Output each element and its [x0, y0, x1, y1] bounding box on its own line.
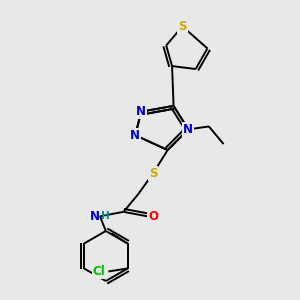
- Text: N: N: [136, 105, 146, 118]
- Text: S: S: [149, 167, 157, 180]
- Text: O: O: [148, 210, 158, 223]
- Text: S: S: [178, 20, 187, 33]
- Text: N: N: [183, 123, 193, 136]
- Text: N: N: [90, 210, 100, 223]
- Text: Cl: Cl: [93, 265, 105, 278]
- Text: N: N: [130, 129, 140, 142]
- Text: H: H: [100, 211, 109, 221]
